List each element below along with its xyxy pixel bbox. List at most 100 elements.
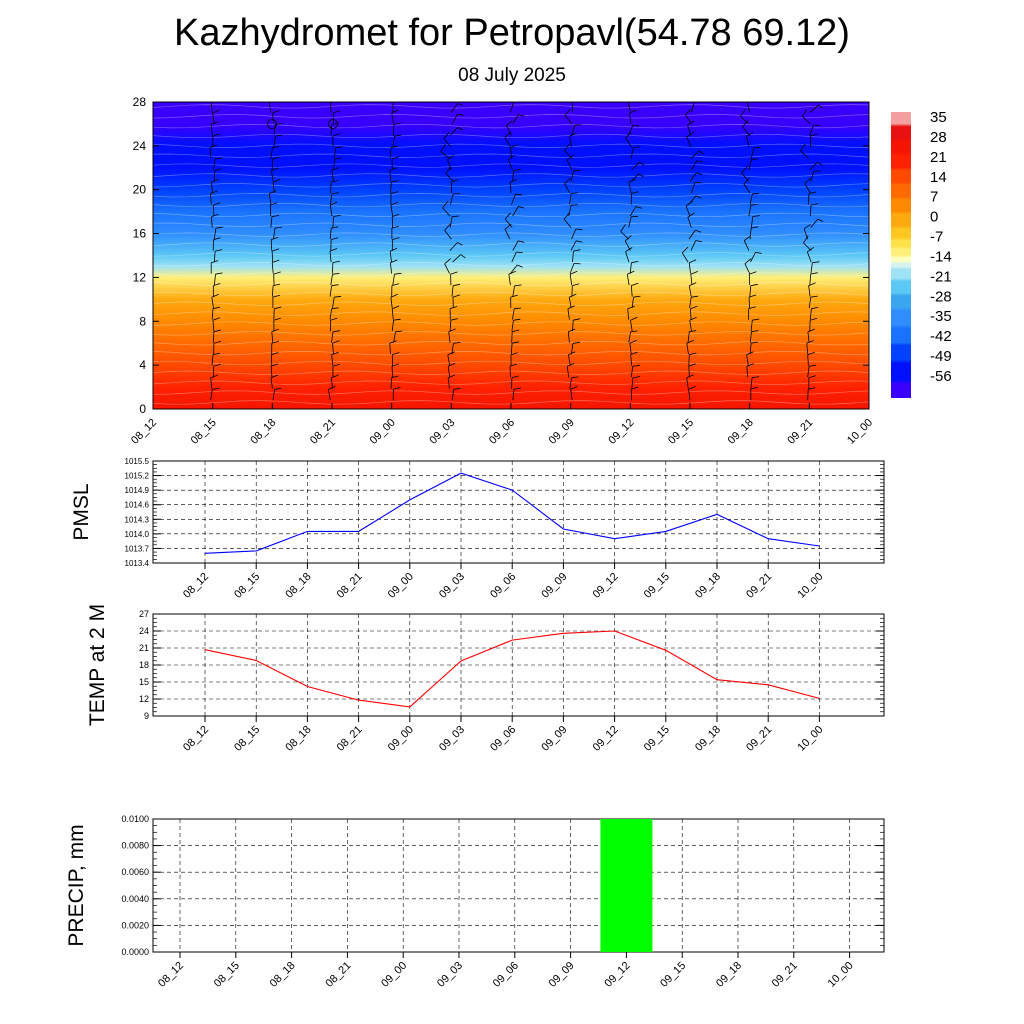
wind-barb xyxy=(807,351,815,366)
wind-barb xyxy=(511,251,523,263)
wind-barb xyxy=(746,363,754,378)
wind-barb xyxy=(809,161,823,171)
wind-barb xyxy=(444,223,452,240)
x-tick-label: 08_21 xyxy=(308,417,338,447)
wind-barb xyxy=(572,318,581,332)
wind-barb xyxy=(571,124,582,136)
x-tick-label: 09_00 xyxy=(379,960,409,990)
wind-barb xyxy=(809,203,819,217)
y-tick-label: 0.0080 xyxy=(121,841,149,851)
wind-barb xyxy=(212,237,221,251)
y-tick-label: 0.0040 xyxy=(121,894,149,904)
wind-barb xyxy=(630,351,638,366)
wind-barb xyxy=(210,190,218,205)
x-tick-label: 09_09 xyxy=(539,724,569,754)
wind-barb xyxy=(629,261,639,274)
wind-barb xyxy=(390,180,399,194)
wind-barb xyxy=(392,272,402,286)
y-tick-label: 1015.2 xyxy=(125,472,150,481)
x-tick-label: 09_21 xyxy=(744,724,774,754)
wind-barb xyxy=(512,168,521,182)
wind-barb xyxy=(686,374,694,389)
wind-barb xyxy=(390,375,399,389)
wind-barb xyxy=(391,109,399,124)
x-tick-label: 08_18 xyxy=(268,960,298,990)
wind-barb xyxy=(329,307,339,320)
wind-barb xyxy=(808,282,816,297)
colorbar-label: -28 xyxy=(930,288,952,305)
wind-barb xyxy=(740,108,749,125)
wind-barb xyxy=(568,204,578,217)
y-axis-title: PRECIP, mm xyxy=(65,824,88,946)
wind-barb xyxy=(391,156,400,171)
x-tick-label: 09_12 xyxy=(602,960,632,990)
wind-barb xyxy=(749,330,759,343)
wind-barb xyxy=(271,328,279,343)
wind-barb xyxy=(389,167,397,182)
wind-barb xyxy=(211,213,219,228)
wind-barb xyxy=(689,295,699,309)
wind-barb xyxy=(690,271,698,286)
wind-barb xyxy=(750,251,762,263)
wind-barb xyxy=(511,193,523,205)
wind-barb xyxy=(331,167,339,182)
wind-barb xyxy=(330,192,340,205)
wind-barb xyxy=(748,158,759,171)
wind-barb xyxy=(686,339,694,355)
wind-barb xyxy=(630,364,640,378)
x-tick-label: 09_15 xyxy=(658,960,688,990)
wind-barb xyxy=(751,215,760,228)
wind-barb xyxy=(391,225,400,240)
colorbar-label: 35 xyxy=(930,109,947,126)
wind-barb xyxy=(510,144,518,159)
wind-barb xyxy=(628,178,637,194)
wind-barb xyxy=(332,340,340,355)
wind-barb xyxy=(270,236,279,251)
wind-barb xyxy=(630,282,639,297)
wind-barb xyxy=(512,240,525,251)
wind-barb xyxy=(271,167,279,182)
wind-barb xyxy=(809,307,819,320)
wind-barb xyxy=(332,214,341,228)
wind-barb xyxy=(804,177,811,194)
wind-barb xyxy=(331,374,339,389)
wind-barb xyxy=(744,258,752,274)
y-tick-label: 24 xyxy=(139,626,149,636)
y-tick-label: 8 xyxy=(139,314,146,328)
wind-barb xyxy=(331,260,340,274)
wind-barb xyxy=(330,273,340,286)
wind-barb xyxy=(451,283,461,297)
calm-wind-marker xyxy=(328,119,338,129)
wind-barb xyxy=(631,376,640,389)
x-tick-label: 09_00 xyxy=(386,571,416,601)
y-tick-label: 0.0100 xyxy=(121,814,149,824)
wind-barb xyxy=(512,307,522,320)
colorbar-label: 21 xyxy=(930,149,947,166)
wind-barb xyxy=(452,254,466,263)
x-tick-label: 08_18 xyxy=(283,571,313,601)
x-tick-label: 09_06 xyxy=(488,724,518,754)
colorbar-label: -49 xyxy=(930,348,952,365)
wind-barb xyxy=(272,294,281,309)
wind-barb xyxy=(449,215,460,228)
x-tick-label: 09_18 xyxy=(693,571,723,601)
colorbar-label: -35 xyxy=(930,308,952,325)
y-tick-label: 9 xyxy=(144,711,149,721)
wind-barb xyxy=(688,282,697,297)
temperature-series-line xyxy=(204,630,820,708)
wind-barb xyxy=(389,340,397,355)
x-tick-label: 09_06 xyxy=(488,571,518,601)
x-tick-label: 09_03 xyxy=(437,724,467,754)
wind-barb xyxy=(440,143,450,159)
y-tick-label: 0.0020 xyxy=(121,920,149,930)
y-tick-label: 20 xyxy=(133,183,147,197)
wind-barb xyxy=(391,237,400,251)
wind-barb xyxy=(391,363,400,378)
x-tick-label: 08_21 xyxy=(323,960,353,990)
wind-barb xyxy=(630,173,644,182)
wind-barb xyxy=(272,283,281,297)
wind-barb xyxy=(447,363,456,378)
x-tick-label: 09_00 xyxy=(368,417,398,447)
wind-barb xyxy=(808,375,816,389)
wind-barb xyxy=(392,387,401,401)
